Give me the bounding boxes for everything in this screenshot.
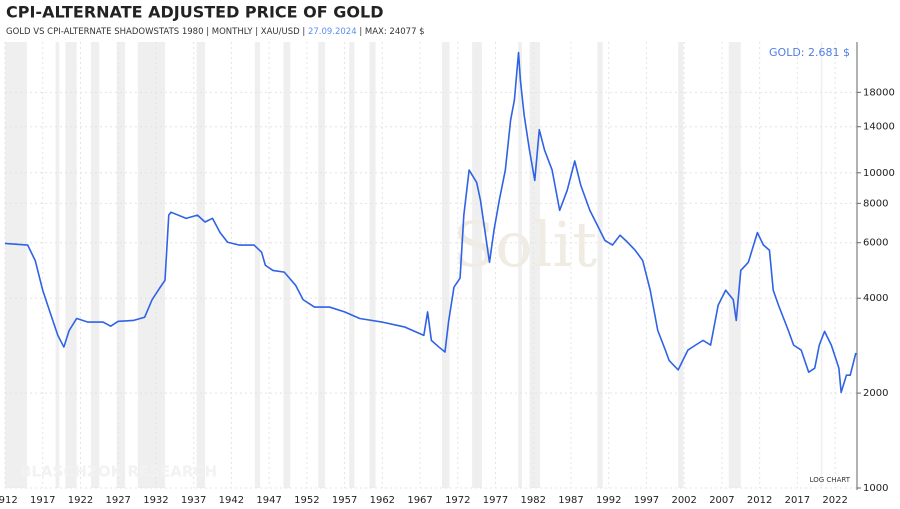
shaded-period [283, 42, 291, 488]
x-tick-label: 1972 [445, 495, 470, 506]
x-tick-label: 1927 [105, 495, 130, 506]
shaded-period [318, 42, 325, 488]
grid: 1000 2000 4000 6000 8000 10000 14000 18000 1912 1… [0, 42, 895, 506]
subtitle: GOLD VS CPI-ALTERNATE SHADOWSTATS 1980 |… [6, 27, 425, 37]
subtitle-date: 27.09.2024 [308, 27, 357, 37]
shaded-period [441, 42, 450, 488]
subtitle-left: GOLD VS CPI-ALTERNATE SHADOWSTATS 1980 |… [6, 27, 305, 37]
x-tick-label: 2007 [709, 495, 734, 506]
shaded-period [472, 42, 482, 488]
x-tick-label: 2017 [785, 495, 810, 506]
x-tick-label: 1912 [0, 495, 18, 506]
x-tick-label: 2012 [747, 495, 772, 506]
price-line [4, 51, 857, 394]
shaded-period [728, 42, 741, 488]
x-tick-label: 1937 [181, 495, 206, 506]
shaded-period [254, 42, 261, 488]
shaded-period [116, 42, 125, 488]
x-tick-label: 1977 [483, 495, 508, 506]
scale-note: LOG CHART [810, 476, 851, 484]
shaded-period [820, 42, 823, 488]
shaded-period [529, 42, 541, 488]
x-tick-label: 1932 [143, 495, 168, 506]
shaded-period [369, 42, 376, 488]
credit: BLASCHZOK RESEARCH [20, 463, 217, 481]
y-tick-label: 1000 [863, 483, 888, 494]
y-tick-label: 4000 [863, 293, 888, 304]
x-tick-label: 1957 [332, 495, 357, 506]
shaded-period [518, 42, 522, 488]
chart-title: CPI-ALTERNATE ADJUSTED PRICE OF GOLD [6, 3, 383, 22]
shaded-period [137, 42, 165, 488]
shaded-period [196, 42, 205, 488]
x-tick-label: 1942 [219, 495, 244, 506]
x-tick-label: 1997 [634, 495, 659, 506]
y-tick-label: 14000 [863, 122, 895, 133]
x-tick-label: 2022 [822, 495, 847, 506]
shaded-periods [5, 42, 823, 488]
last-value-label: GOLD: 2.681 $ [769, 46, 850, 59]
x-tick-label: 1952 [294, 495, 319, 506]
shaded-period [349, 42, 355, 488]
y-tick-label: 18000 [863, 87, 895, 98]
plot [4, 51, 857, 394]
x-tick-label: 1917 [30, 495, 55, 506]
shaded-period [91, 42, 100, 488]
x-tick-label: 1992 [596, 495, 621, 506]
watermark: Solit [453, 208, 597, 281]
y-tick-label: 8000 [863, 198, 888, 209]
x-tick-label: 2002 [671, 495, 696, 506]
shaded-period [597, 42, 603, 488]
x-tick-label: 1962 [370, 495, 395, 506]
y-tick-label: 10000 [863, 168, 895, 179]
x-tick-label: 1922 [68, 495, 93, 506]
y-tick-label: 2000 [863, 388, 888, 399]
x-tick-label: 1947 [256, 495, 281, 506]
shaded-period [678, 42, 684, 488]
shaded-period [65, 42, 77, 488]
y-tick-label: 6000 [863, 238, 888, 249]
shaded-period [55, 42, 60, 488]
subtitle-right: | MAX: 24077 $ [359, 27, 424, 37]
x-tick-label: 1987 [558, 495, 583, 506]
x-tick-label: 1982 [521, 495, 546, 506]
x-tick-label: 1967 [407, 495, 432, 506]
shaded-period [5, 42, 27, 488]
